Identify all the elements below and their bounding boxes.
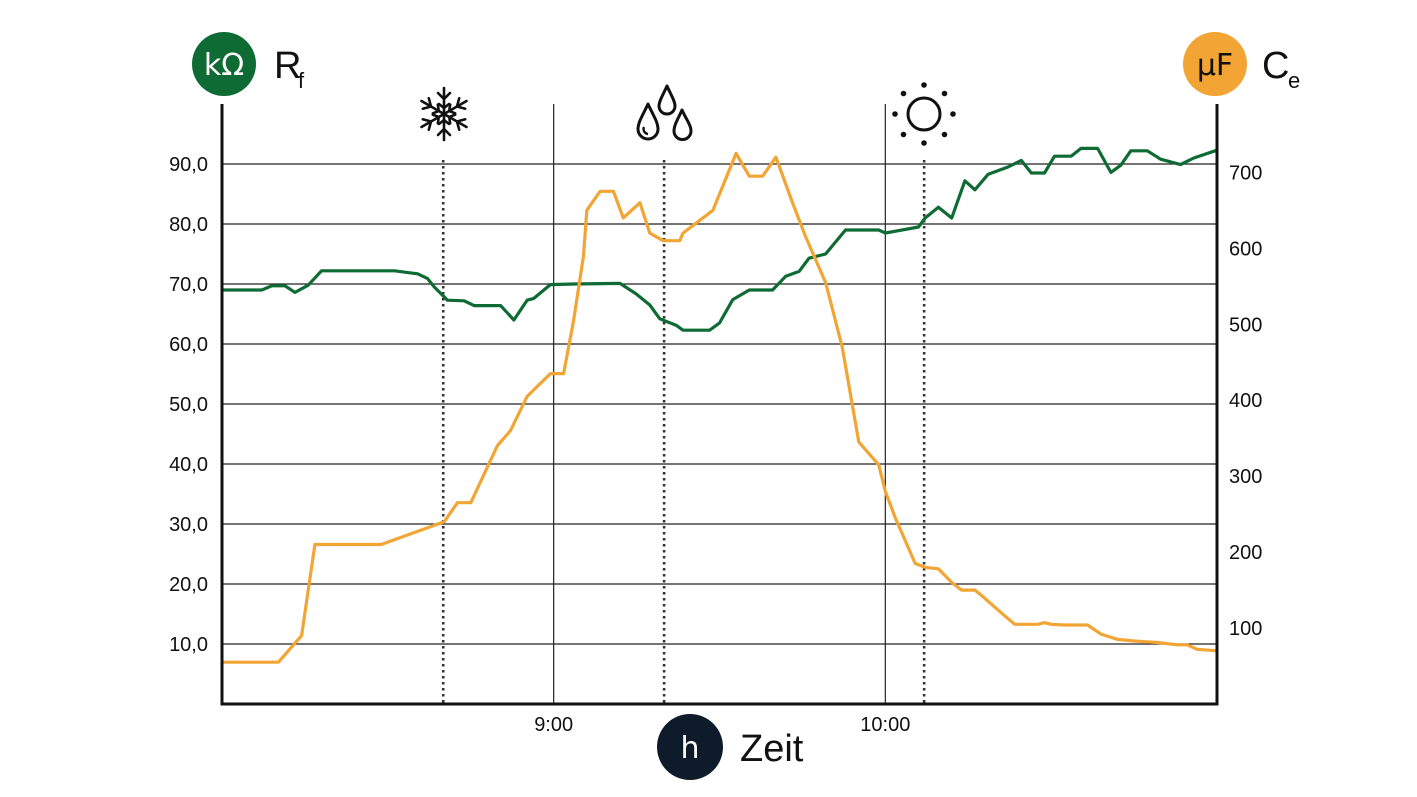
left-tick-label-90: 90,0 — [169, 154, 208, 176]
right-tick-label-300: 300 — [1229, 466, 1262, 488]
right-axis-label: C — [1262, 45, 1289, 87]
event-marker-layer — [441, 160, 926, 704]
right-tick-label-700: 700 — [1229, 162, 1262, 184]
grid-layer — [222, 104, 1217, 704]
left-tick-label-80: 80,0 — [169, 214, 208, 236]
left-tick-label-10: 10,0 — [169, 634, 208, 656]
left-tick-label-30: 30,0 — [169, 514, 208, 536]
left-tick-label-50: 50,0 — [169, 394, 208, 416]
x-axis-label: Zeit — [740, 728, 804, 770]
left-unit-badge-text: kΩ — [204, 48, 244, 83]
right-tick-label-600: 600 — [1229, 238, 1262, 260]
left-tick-label-70: 70,0 — [169, 274, 208, 296]
right-tick-label-200: 200 — [1229, 542, 1262, 564]
raindrops-icon — [636, 84, 693, 141]
right-tick-label-500: 500 — [1229, 314, 1262, 336]
left-axis-label-subscript: f — [298, 68, 305, 93]
snowflake-icon — [417, 86, 471, 142]
left-unit-badge — [192, 32, 256, 96]
sun-icon — [892, 82, 956, 146]
left-axis-series-line — [220, 146, 1219, 332]
axis-layer — [220, 104, 1219, 706]
x-tick-label: 10:00 — [860, 714, 910, 736]
right-axis-label-subscript: e — [1288, 68, 1300, 93]
x-unit-badge — [657, 714, 723, 780]
right-unit-badge — [1183, 32, 1247, 96]
series-layer — [220, 146, 1219, 664]
x-tick-label: 9:00 — [534, 714, 573, 736]
right-axis-series-line — [220, 151, 1219, 664]
left-tick-label-60: 60,0 — [169, 334, 208, 356]
right-tick-label-100: 100 — [1229, 618, 1262, 640]
left-tick-label-20: 20,0 — [169, 574, 208, 596]
right-unit-badge-text: μF — [1197, 48, 1233, 83]
left-axis-label: R — [274, 45, 301, 87]
left-tick-label-40: 40,0 — [169, 454, 208, 476]
right-tick-label-400: 400 — [1229, 390, 1262, 412]
x-unit-badge-text: h — [680, 731, 699, 766]
tick-label-layer: 10,0 20,0 30,0 40,0 50,0 60,0 70,0 80,0 90,0 100 2… — [169, 154, 1262, 736]
